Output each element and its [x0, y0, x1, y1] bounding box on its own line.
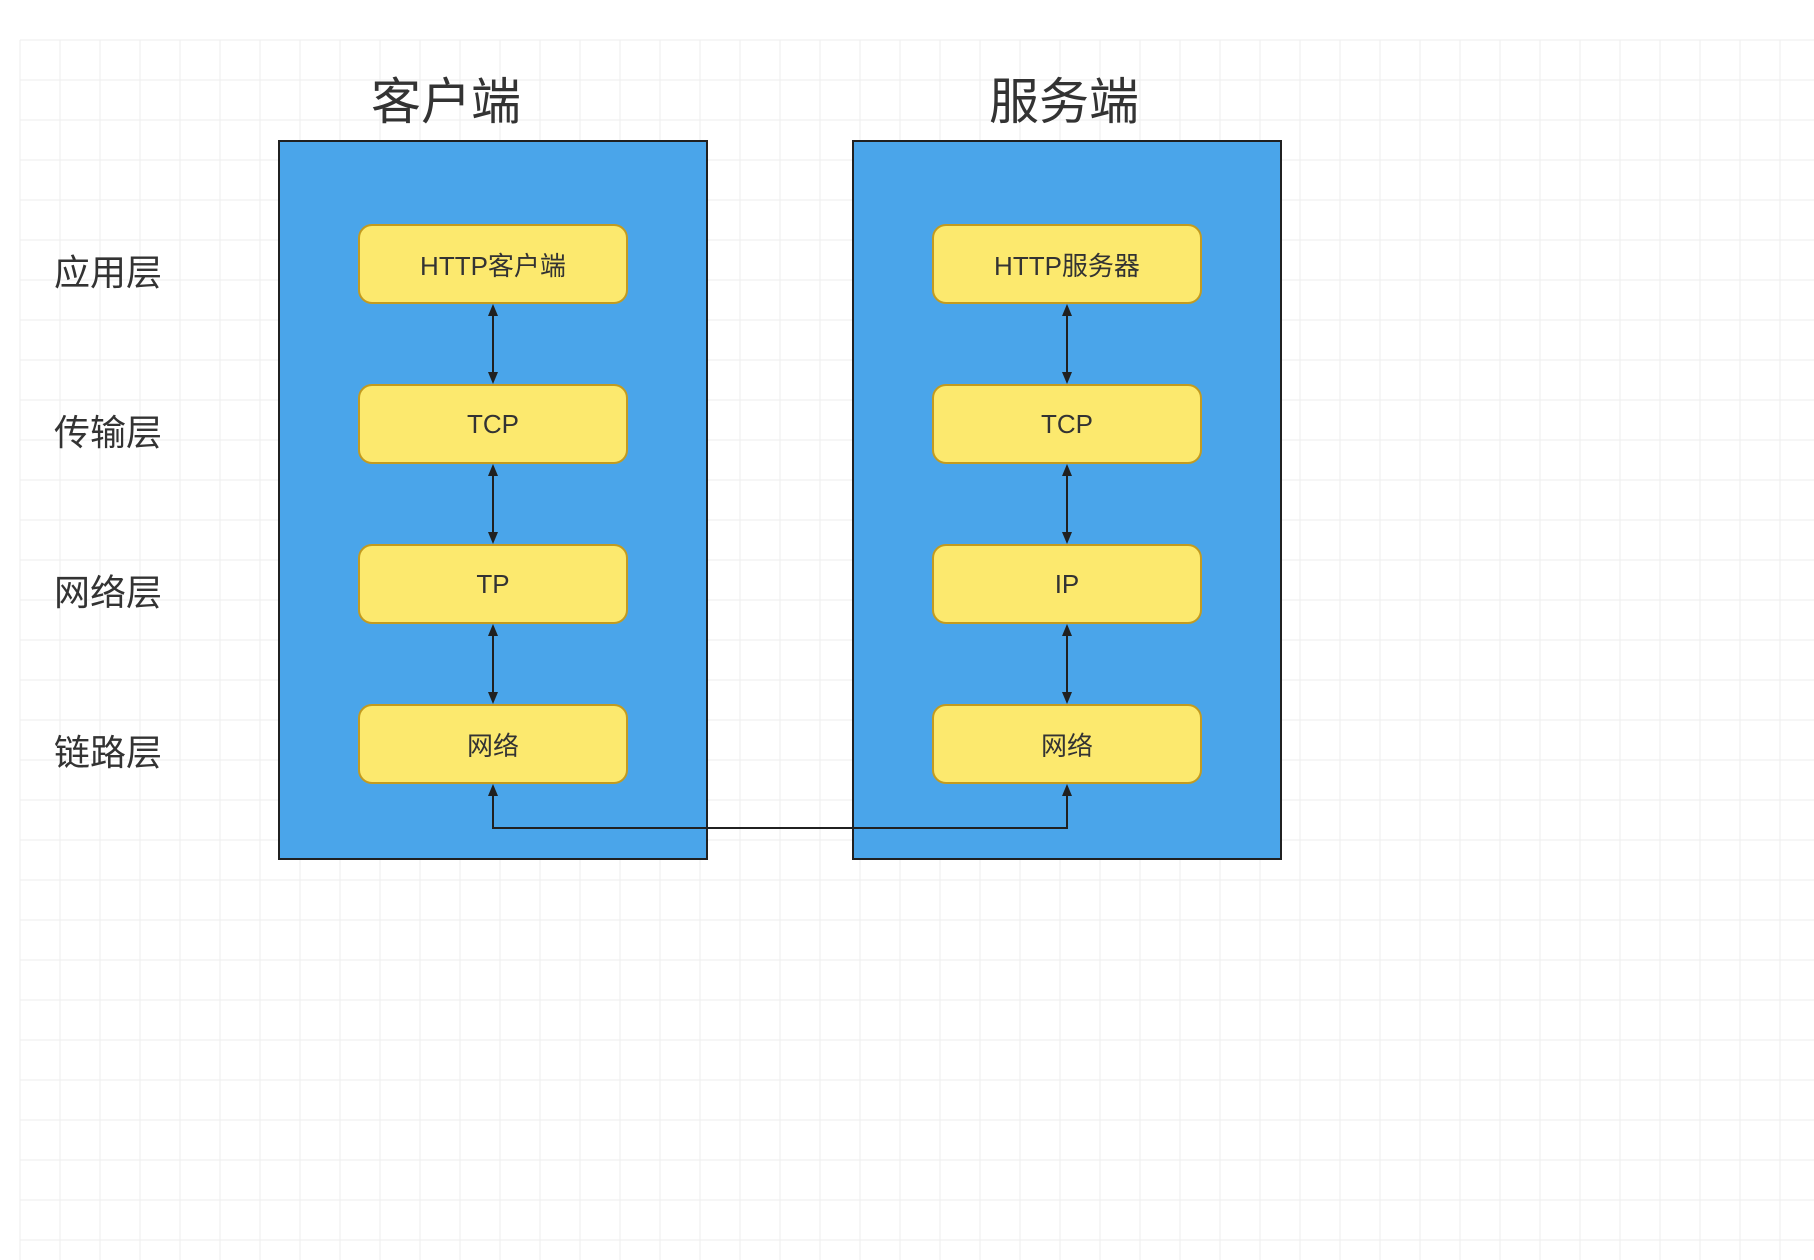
diagram-canvas: 客户端 服务端 应用层 传输层 网络层 链路层 HTTP客户端 TCP TP 网… [0, 0, 1814, 1260]
layer-label-link: 链路层 [54, 724, 162, 776]
column-title-client: 客户端 [366, 62, 526, 134]
server-box-link: 网络 [932, 704, 1202, 784]
client-box-link: 网络 [358, 704, 628, 784]
client-box-network: TP [358, 544, 628, 624]
layer-label-network: 网络层 [54, 564, 162, 616]
server-box-application: HTTP服务器 [932, 224, 1202, 304]
layer-label-application: 应用层 [54, 244, 162, 296]
server-box-transport: TCP [932, 384, 1202, 464]
layer-label-transport: 传输层 [54, 404, 162, 456]
client-box-transport: TCP [358, 384, 628, 464]
server-box-network: IP [932, 544, 1202, 624]
client-box-application: HTTP客户端 [358, 224, 628, 304]
column-title-server: 服务端 [984, 62, 1144, 134]
